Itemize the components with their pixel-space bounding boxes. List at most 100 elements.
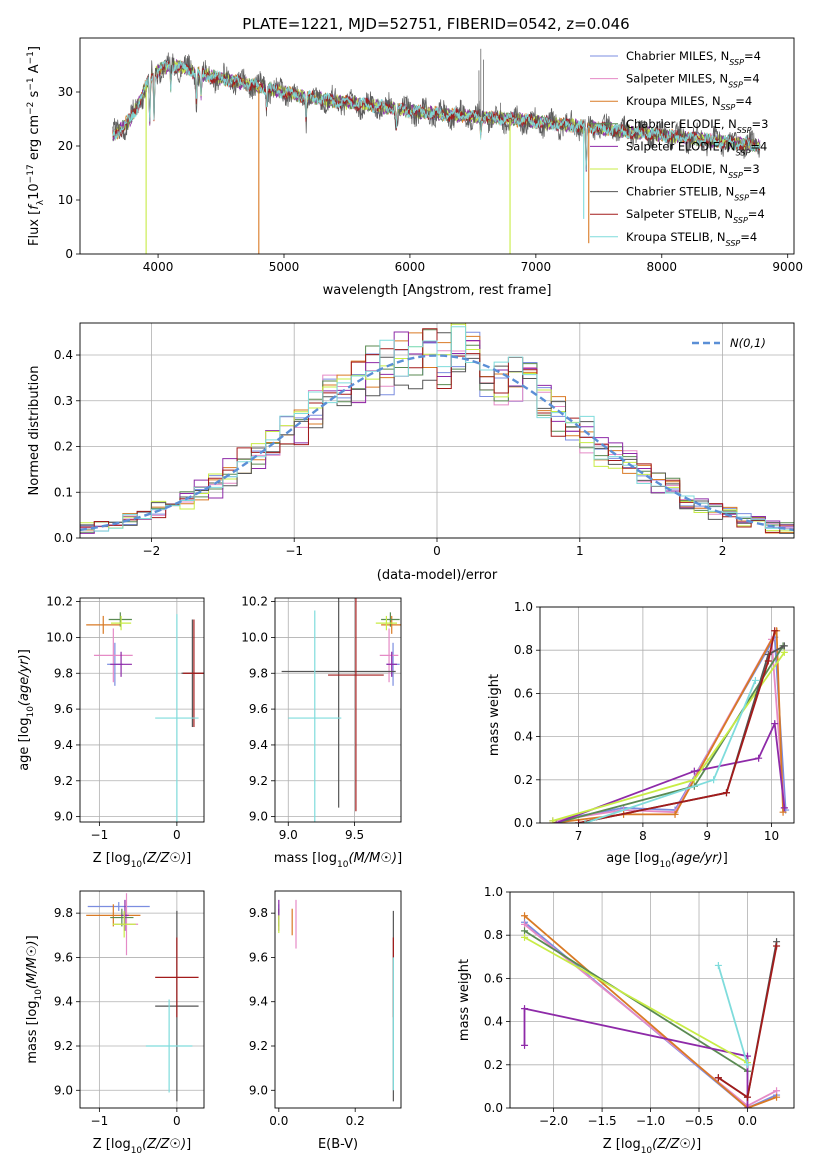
plot-area	[112, 48, 761, 254]
error-point	[379, 628, 399, 683]
x-tick-label: −1	[91, 828, 109, 842]
plot-area	[549, 627, 790, 823]
error-point	[86, 615, 121, 634]
y-tick-label: 30	[58, 85, 73, 99]
plus-marker	[521, 912, 529, 920]
chart-mass-weight-vs-Z: −2.0 −1.5 −1.0 −0.5 0.0 0.0 0.2 0.4 0.6 0.8 1.0 Z […	[457, 885, 795, 1156]
axes-frame	[274, 890, 402, 1109]
plus-marker	[575, 819, 583, 823]
y-tick-label: 0.6	[484, 971, 503, 985]
y-tick-label: 0.4	[54, 348, 73, 362]
axes-frame	[79, 890, 205, 1109]
legend-entry: Kroupa MILES, NSSP=4	[626, 94, 752, 112]
axes-frame	[79, 322, 795, 539]
legend-entry: Chabrier ELODIE, NSSP=3	[626, 117, 768, 135]
error-point	[108, 612, 132, 627]
error-point	[386, 651, 398, 677]
axis-label: mass weight	[457, 959, 472, 1041]
x-tick-label: 0	[173, 1114, 181, 1128]
plot-area	[278, 899, 394, 1102]
plus-marker	[773, 1093, 781, 1101]
plus-marker	[549, 817, 557, 823]
weight-line-kroupa-stelib	[717, 965, 749, 1066]
x-tick-label: −1	[285, 544, 303, 558]
plus-marker	[771, 720, 779, 728]
y-tick-label: 9.4	[249, 995, 268, 1009]
axis-label: Z [log10(Z/Z☉)]	[93, 1137, 191, 1156]
y-tick-label: 10.0	[46, 630, 73, 644]
y-tick-label: 0.2	[54, 440, 73, 454]
error-point	[155, 937, 199, 1018]
chart-age-vs-Z: −1 0 9.0 9.2 9.4 9.6 9.8 10.0 10.2 Z [log10(Z/Z☉)…	[17, 595, 205, 870]
x-tick-label: −1.5	[588, 1114, 617, 1128]
chart-age-vs-mass: 9.0 9.5 9.0 9.2 9.4 9.6 9.8 10.0 10.2 mass [log10…	[241, 595, 402, 870]
plot-area	[80, 323, 794, 534]
plus-marker	[690, 776, 698, 784]
y-tick-label: 1.0	[484, 885, 503, 899]
error-point	[375, 615, 398, 631]
axis-label: mass weight	[487, 674, 502, 756]
error-point	[111, 615, 132, 631]
y-tick-label: 0	[65, 247, 73, 261]
error-point	[288, 610, 342, 822]
error-point	[381, 615, 401, 634]
weight-line-kroupa-stelib	[584, 680, 757, 823]
y-tick-label: 0.2	[484, 1058, 503, 1072]
plus-marker	[773, 1087, 781, 1095]
y-tick-label: 9.8	[249, 906, 268, 920]
x-tick-label: 2	[719, 544, 727, 558]
chart-mass-weight-vs-age: 7 8 9 10 0.0 0.2 0.4 0.6 0.8 1.0 age [log10(age/yr…	[487, 600, 795, 870]
error-point	[381, 612, 400, 627]
plus-marker	[780, 648, 788, 656]
plot-area	[86, 612, 204, 822]
chart-mass-vs-EBV: 0.0 0.2 9.0 9.2 9.4 9.6 9.8 E(B-V)	[249, 890, 402, 1152]
axes-frame	[274, 597, 402, 823]
plus-marker	[521, 1041, 529, 1049]
y-tick-label: 10	[58, 193, 73, 207]
legend: Chabrier MILES, NSSP=4 Salpeter MILES, NS…	[590, 49, 768, 247]
y-tick-label: 10.0	[241, 630, 268, 644]
y-tick-label: 1.0	[514, 600, 533, 614]
y-tick-label: 9.2	[54, 1039, 73, 1053]
y-tick-label: 9.0	[54, 1083, 73, 1097]
y-tick-label: 9.8	[54, 906, 73, 920]
y-tick-label: 0.6	[514, 686, 533, 700]
plus-marker	[521, 933, 529, 941]
plus-marker	[780, 804, 788, 812]
x-tick-label: 5000	[269, 260, 300, 274]
error-point	[112, 910, 136, 938]
x-tick-label: 10	[764, 829, 779, 843]
plus-marker	[671, 810, 679, 818]
plot-area	[281, 598, 401, 822]
weight-line-salpeter-stelib	[578, 630, 776, 823]
axis-label: Z [log10(Z/Z☉)]	[603, 1137, 701, 1156]
plus-marker	[690, 767, 698, 775]
legend-entry: Kroupa ELODIE, NSSP=3	[626, 162, 760, 180]
error-point	[155, 614, 199, 822]
x-tick-label: 8000	[647, 260, 678, 274]
plus-marker	[581, 819, 589, 823]
x-tick-label: 4000	[143, 260, 174, 274]
error-point	[281, 598, 396, 808]
error-point	[110, 651, 132, 677]
y-tick-label: 0.1	[54, 485, 73, 499]
plus-marker	[779, 808, 787, 816]
plus-marker	[780, 642, 788, 650]
axis-label: mass [log10(M/M☉)]	[274, 851, 402, 870]
plot-area	[521, 912, 781, 1108]
plus-marker	[714, 1074, 722, 1082]
x-tick-label: 0.0	[269, 1114, 288, 1128]
x-tick-label: −2	[143, 544, 161, 558]
y-tick-label: 10.2	[241, 595, 268, 609]
y-tick-label: 9.8	[54, 666, 73, 680]
error-point	[87, 902, 150, 911]
plus-marker	[764, 657, 772, 665]
spectrum-line-kroupa-stelib	[112, 60, 761, 171]
plus-marker	[521, 927, 529, 935]
y-tick-label: 0.0	[484, 1101, 503, 1115]
x-tick-label: 9.5	[345, 828, 364, 842]
error-point	[145, 999, 193, 1093]
weight-line-chabrier-elodie	[524, 930, 748, 1073]
x-tick-label: −0.5	[684, 1114, 713, 1128]
